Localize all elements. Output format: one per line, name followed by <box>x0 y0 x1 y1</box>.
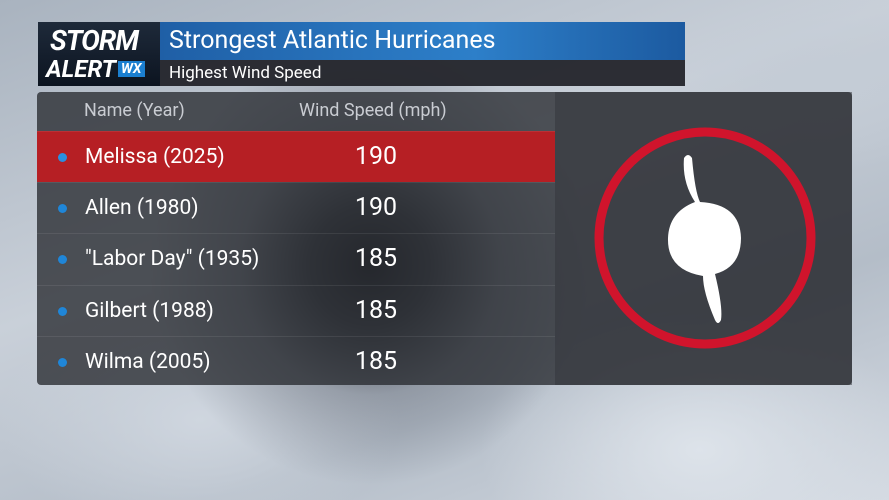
logo-top: STORM <box>50 24 139 57</box>
hurricane-name: Melissa (2025) <box>85 145 225 169</box>
table-row: Gilbert (1988) 185 <box>37 284 555 336</box>
wind-speed: 185 <box>354 244 398 274</box>
subtitle: Highest Wind Speed <box>160 60 685 86</box>
hurricane-icon <box>594 127 816 349</box>
logo: STORM ALERT WX <box>38 22 160 86</box>
table-row: Wilma (2005) 185 <box>37 335 555 387</box>
hurricane-name: Allen (1980) <box>85 196 199 221</box>
icon-ring <box>594 127 816 349</box>
bullet <box>58 204 67 214</box>
table-row: Allen (1980) 190 <box>37 182 555 233</box>
wind-speed: 185 <box>354 346 398 376</box>
column-header: Name (Year) <box>84 100 185 121</box>
logo-badge: WX <box>118 61 145 77</box>
table-panel: Name (Year) Wind Speed (mph) Melissa (20… <box>37 92 852 385</box>
table-row: "Labor Day" (1935) 185 <box>37 233 555 284</box>
hurricane-name: Gilbert (1988) <box>85 298 214 323</box>
table-row: Melissa (2025) 190 <box>37 131 555 182</box>
bullet <box>58 357 67 367</box>
title: Strongest Atlantic Hurricanes <box>160 22 685 60</box>
hurricane-name: Wilma (2005) <box>85 349 211 374</box>
hurricane-symbol <box>667 155 741 323</box>
wind-speed: 190 <box>354 193 398 223</box>
icon-area <box>555 92 852 385</box>
bullet <box>58 255 67 265</box>
bullet <box>58 153 67 162</box>
column-header: Wind Speed (mph) <box>299 100 447 121</box>
wind-speed: 185 <box>354 295 398 325</box>
logo-bottom: ALERT <box>46 55 116 83</box>
hurricane-name: "Labor Day" (1935) <box>85 247 260 272</box>
wind-speed: 190 <box>354 142 398 171</box>
bullet <box>58 306 67 316</box>
